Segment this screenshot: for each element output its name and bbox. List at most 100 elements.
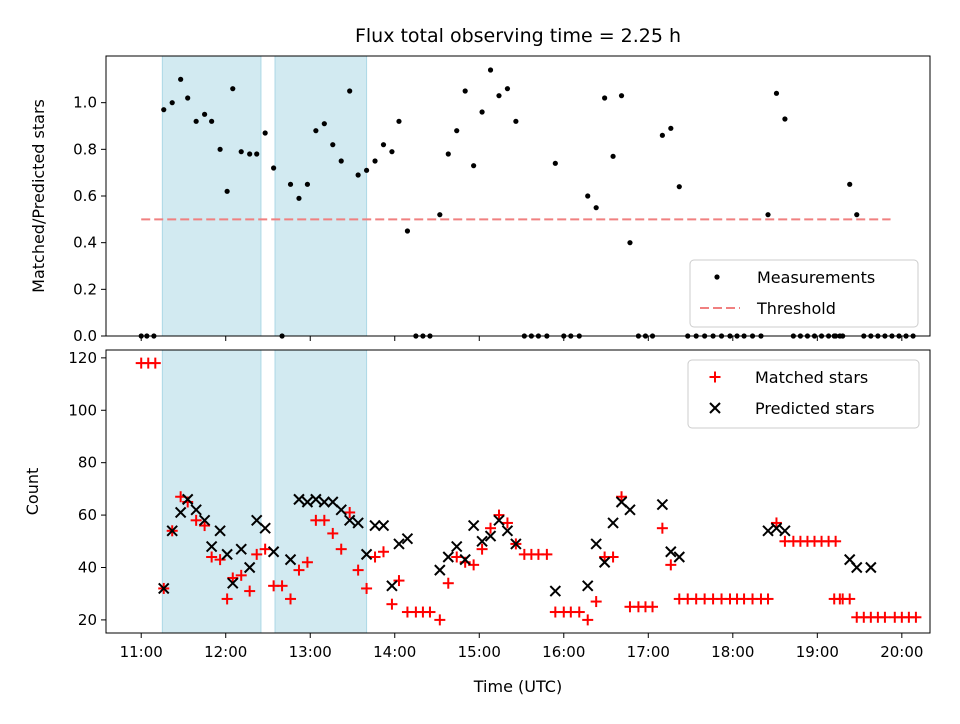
- data-point-bottom-1-17: [301, 496, 314, 508]
- data-point-bottom-1-27-b: [386, 580, 398, 592]
- bottom-legend-label-1: Predicted stars: [755, 399, 875, 418]
- data-point-top-0-21-shape: [304, 181, 311, 187]
- data-point-bottom-1-50: [762, 525, 774, 537]
- data-point-top-0-20: [296, 195, 302, 201]
- data-point-bottom-1-21-b: [335, 504, 347, 516]
- data-point-top-0-32-shape: [396, 118, 402, 124]
- top-y-tick-label-2: 0.4: [73, 234, 97, 252]
- data-point-bottom-1-43-b: [598, 556, 611, 568]
- data-point-bottom-1-30: [434, 564, 446, 576]
- bottom-series-predicted-stars: [158, 493, 877, 597]
- data-point-bottom-0-37: [434, 614, 446, 626]
- bottom-y-tick-label-1: 40: [78, 558, 97, 576]
- data-point-top-0-39: [454, 128, 460, 134]
- data-point-top-0-60-shape: [627, 240, 633, 246]
- data-point-top-0-38-shape: [445, 151, 451, 157]
- data-point-top-0-4-shape: [169, 100, 175, 106]
- data-point-bottom-1-35-b: [476, 535, 488, 547]
- data-point-bottom-1-12-b: [251, 514, 263, 527]
- data-point-top-0-57: [602, 95, 608, 101]
- data-point-top-0-5-shape: [178, 76, 184, 82]
- data-point-bottom-0-21: [301, 556, 313, 568]
- data-point-bottom-1-39-b: [510, 538, 522, 550]
- data-point-top-0-30: [380, 142, 387, 148]
- data-point-top-0-37-shape: [437, 212, 443, 218]
- data-point-top-0-8-shape: [201, 111, 208, 117]
- data-point-bottom-0-13: [235, 569, 247, 581]
- bottom-panel: 20 40 60 80 100 120 11:00 12:00 13:00 14:00 15:00 1…: [23, 349, 931, 661]
- data-point-bottom-1-17-b: [301, 496, 314, 508]
- x-tick-label-5: 16:00: [542, 643, 585, 661]
- bottom-legend-swatch-1-b: [709, 402, 721, 414]
- data-point-top-0-19: [287, 181, 294, 187]
- top-shaded-interval-0: [161, 55, 262, 337]
- top-panel: 0.0 0.2 0.4 0.6 0.8 1.0 Matched/Predicted star…: [29, 55, 931, 345]
- data-point-bottom-1-51: [770, 522, 783, 534]
- data-point-top-0-7: [193, 118, 199, 124]
- data-point-top-0-59-shape: [618, 93, 625, 99]
- data-point-bottom-0-27: [352, 564, 364, 576]
- data-point-top-0-79: [782, 116, 788, 122]
- x-tick-label-1: 12:00: [204, 643, 247, 661]
- data-point-bottom-1-53-b: [844, 553, 856, 566]
- data-point-top-0-27-shape: [355, 172, 361, 178]
- data-point-bottom-1-48-b: [665, 546, 677, 558]
- data-point-top-0-89-shape: [854, 212, 860, 218]
- data-point-top-0-20-shape: [296, 195, 302, 201]
- data-point-bottom-1-40: [549, 585, 562, 597]
- bottom-y-axis-label: Count: [23, 468, 42, 516]
- data-point-bottom-1-52: [779, 525, 791, 537]
- data-point-top-0-23-shape: [321, 121, 327, 127]
- data-point-bottom-0-19: [285, 593, 297, 605]
- data-point-bottom-0-93: [879, 611, 891, 623]
- data-point-bottom-1-42: [590, 538, 602, 550]
- data-point-top-0-12-shape: [230, 86, 236, 92]
- data-point-bottom-0-7: [190, 514, 202, 526]
- data-point-bottom-1-44-b: [607, 517, 619, 529]
- data-point-bottom-0-59: [616, 491, 628, 503]
- data-point-bottom-0-14: [244, 585, 256, 597]
- data-point-top-0-37: [437, 212, 443, 218]
- data-point-top-0-24-shape: [330, 142, 336, 148]
- data-point-bottom-1-27: [386, 580, 398, 592]
- data-point-bottom-1-29: [401, 532, 414, 545]
- data-point-top-0-24: [330, 142, 336, 148]
- data-point-bottom-0-10: [214, 554, 226, 566]
- data-point-bottom-1-43: [598, 556, 611, 568]
- data-point-top-0-23: [321, 121, 327, 127]
- data-point-bottom-1-54-b: [851, 561, 863, 574]
- top-y-axis-label: Matched/Predicted stars: [29, 99, 48, 293]
- data-point-bottom-0-64: [656, 522, 668, 534]
- data-point-top-0-56: [593, 205, 599, 211]
- top-y-tick-label-5: 1.0: [73, 94, 97, 112]
- bottom-axes-frame: [105, 349, 931, 634]
- data-point-top-0-41-shape: [471, 163, 477, 169]
- data-point-bottom-1-16-b: [293, 493, 305, 506]
- data-point-bottom-1-13-b: [259, 522, 271, 534]
- data-point-bottom-1-3: [181, 493, 194, 506]
- data-point-bottom-1-46: [624, 504, 636, 516]
- data-point-bottom-1-8: [221, 548, 233, 561]
- data-point-top-0-77-shape: [765, 212, 771, 218]
- data-point-top-0-42: [479, 109, 485, 115]
- data-point-top-0-28-shape: [363, 167, 370, 173]
- data-point-top-0-22: [313, 128, 319, 134]
- data-point-bottom-0-99: [834, 593, 846, 605]
- data-point-bottom-1-1-b: [166, 525, 178, 537]
- data-point-top-0-25: [338, 158, 344, 164]
- data-point-top-0-46: [513, 118, 519, 124]
- data-point-top-0-78: [773, 90, 780, 96]
- top-y-tick-label-1: 0.2: [73, 280, 97, 298]
- top-legend: Measurements Threshold: [689, 259, 919, 328]
- data-point-top-0-10-shape: [217, 146, 223, 152]
- data-point-top-0-6: [185, 95, 191, 101]
- data-point-top-0-22-shape: [313, 128, 319, 134]
- data-point-bottom-1-20-b: [327, 496, 339, 508]
- data-point-top-0-77: [765, 212, 771, 218]
- data-point-top-0-55: [585, 193, 591, 199]
- data-point-bottom-1-11: [243, 561, 256, 574]
- data-point-bottom-1-2-b: [174, 506, 187, 519]
- data-point-top-0-5: [178, 76, 184, 82]
- data-point-bottom-1-15: [284, 553, 297, 566]
- data-point-bottom-0-30: [377, 546, 389, 558]
